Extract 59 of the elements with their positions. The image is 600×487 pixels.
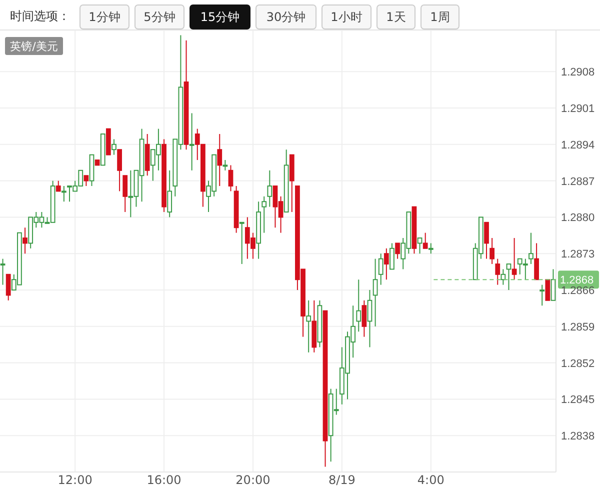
candlestick (306, 300, 312, 353)
candlestick (117, 149, 122, 192)
toolbar: 时间选项： 1分钟 5分钟 15分钟 30分钟 1小时 1天 1周 (10, 4, 460, 30)
candlestick (540, 284, 545, 306)
candlestick (534, 242, 539, 280)
y-tick-label: 1.2873 (561, 248, 595, 261)
y-tick-label: 1.2852 (561, 358, 595, 370)
candlestick (490, 238, 495, 264)
ref-line-label: 1.2868 (560, 274, 594, 287)
candlestick (22, 227, 28, 254)
candlestick (267, 170, 272, 208)
x-tick-label: 8/19 (328, 473, 356, 487)
candlestick (528, 232, 534, 264)
candlestick (545, 279, 550, 301)
candlestick (0, 258, 6, 286)
candlestick (512, 238, 517, 280)
y-tick-label: 1.2887 (561, 176, 595, 188)
candlestick (262, 196, 267, 234)
candlestick (550, 268, 556, 301)
candlestick (56, 180, 61, 192)
y-tick-label: 1.2901 (561, 103, 595, 115)
x-tick-label: 20:00 (236, 473, 270, 487)
candlestick (384, 248, 389, 280)
candlestick (6, 274, 11, 301)
candlestick (356, 279, 362, 332)
candlestick (84, 175, 89, 186)
candlestick (395, 242, 400, 260)
candlestick (228, 164, 234, 192)
y-tick-label: 1.2894 (561, 139, 595, 152)
y-tick-label: 1.2845 (561, 394, 595, 406)
y-tick-label: 1.2859 (561, 321, 595, 334)
candlestick (417, 238, 422, 254)
candlestick (362, 300, 367, 338)
candlestick (500, 268, 506, 286)
x-tick-label: 12:00 (58, 473, 92, 487)
candlestick (61, 186, 66, 202)
candlestick (222, 160, 228, 171)
y-tick-label: 1.2908 (561, 66, 595, 79)
candlestick (378, 253, 384, 286)
text: 英镑/美元 (10, 40, 58, 53)
candlestick (372, 258, 378, 327)
candlestick (495, 258, 500, 286)
candlestick (217, 134, 222, 186)
candlestick (428, 242, 434, 254)
candlestick (367, 290, 372, 348)
y-tick-label: 1.2866 (561, 285, 595, 297)
candlestick (484, 222, 489, 260)
candlestick (390, 242, 394, 270)
candlestick (167, 170, 172, 218)
x-tick-label: 4:00 (417, 473, 444, 487)
candlestick (122, 175, 128, 212)
y-tick-label: 1.2838 (561, 430, 595, 443)
y-tick-label: 1.2880 (561, 212, 595, 224)
candlestick (506, 264, 512, 290)
candlestick (189, 112, 194, 171)
candlestick (239, 222, 244, 264)
x-tick-label: 16:00 (146, 473, 182, 487)
candlestick (422, 232, 428, 249)
candlestick (112, 138, 116, 156)
